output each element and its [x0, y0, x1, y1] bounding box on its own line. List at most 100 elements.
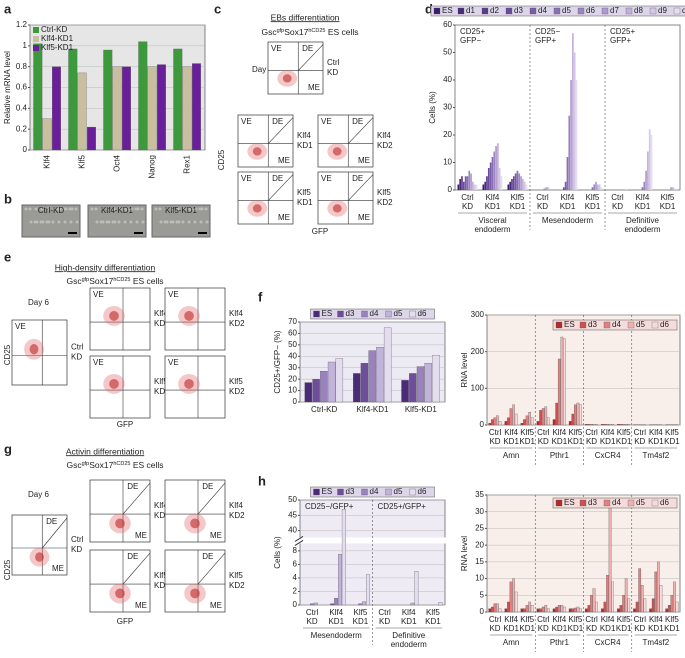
legend-swatch: [337, 310, 344, 318]
bar: [600, 187, 603, 190]
bar: [627, 598, 631, 613]
gate-label: DE: [127, 552, 138, 561]
x-tick-label: Ctrl: [634, 615, 647, 624]
bar: [548, 188, 551, 190]
cell-cloud-core: [184, 378, 194, 389]
gate-label: VE: [168, 290, 179, 299]
gate-line: [122, 482, 151, 515]
x-axis-label: GFP: [312, 227, 328, 236]
bar: [545, 187, 547, 190]
bar: [33, 43, 43, 151]
flow-plot: [164, 355, 226, 419]
bar: [617, 608, 620, 613]
x-tick-label: KD1: [568, 624, 584, 633]
x-tick-label: Rex1: [183, 154, 192, 173]
x-tick-label: KD1: [635, 202, 651, 211]
legend-swatch: [385, 310, 392, 318]
title-part: Sox17: [284, 27, 308, 37]
bar: [192, 63, 201, 151]
bar: [603, 424, 607, 426]
x-tick-label: KD1: [660, 202, 676, 211]
y-tick-label: 50: [443, 48, 452, 57]
x-tick-label: Ctrl: [537, 615, 550, 624]
bar: [647, 151, 649, 190]
sample-label: KD2: [229, 387, 245, 396]
bar: [500, 176, 503, 190]
cell-texture: [28, 207, 32, 211]
legend-swatch: [555, 321, 563, 329]
cell-texture: [170, 207, 174, 211]
superscript: hCD25: [308, 28, 325, 34]
bar: [528, 601, 532, 613]
bar: [576, 402, 580, 426]
x-tick-label: Ctrl: [537, 428, 550, 437]
bar: [622, 424, 625, 426]
panel-letter: d: [425, 1, 433, 16]
x-tick-label: Klf5: [586, 193, 600, 202]
bar: [504, 421, 508, 426]
x-tick-label: Ctrl: [489, 615, 502, 624]
bar: [638, 568, 642, 613]
bar: [570, 80, 572, 190]
gate-label: DE: [202, 482, 213, 491]
gate-label: VE: [93, 358, 104, 367]
bar: [358, 603, 363, 606]
bar: [472, 181, 474, 190]
sample-label: KD1: [297, 141, 313, 150]
y-tick-label: 40: [288, 351, 297, 360]
x-tick-label: Klf5: [426, 608, 440, 617]
cell-texture: [154, 207, 158, 211]
legend-label: d8: [634, 6, 643, 15]
flow-plot: [317, 114, 374, 168]
bar: [488, 608, 492, 613]
bar: [416, 366, 425, 403]
flow-plot: [317, 171, 374, 225]
sample-label: Klf5: [154, 377, 168, 386]
group-label: Pthr1: [550, 451, 570, 460]
cell-texture: [141, 220, 145, 224]
bar: [625, 188, 628, 190]
superscript: hCD25: [113, 277, 130, 283]
title-part: ES cells: [325, 27, 358, 37]
x-axis-label: GFP: [117, 420, 133, 429]
bar: [487, 168, 490, 190]
x-tick-label: Klf5: [665, 615, 679, 624]
y-tick-label: 1: [23, 41, 28, 50]
x-tick-label: Ctrl: [585, 615, 598, 624]
cell-texture: [158, 207, 162, 211]
legend-swatch: [457, 7, 465, 15]
bar: [464, 176, 467, 190]
y-tick-label: 100: [471, 383, 485, 392]
x-tick-label: Klf4: [552, 615, 566, 624]
bar: [667, 605, 671, 613]
x-tick-label: KD: [634, 437, 645, 446]
group-label: Amn: [503, 638, 519, 647]
bar: [401, 380, 409, 403]
cell-cloud-core: [332, 147, 342, 156]
cell-texture: [75, 220, 79, 224]
x-tick-label: Klf4: [636, 193, 650, 202]
x-tick-label: Klf5: [569, 428, 583, 437]
gate-label: DE: [46, 517, 57, 526]
annotation: GFP+: [535, 36, 556, 45]
bar: [366, 574, 370, 606]
y-tick-label: 0: [480, 607, 485, 616]
bar: [491, 606, 494, 613]
flow-plot: [237, 171, 294, 225]
bar: [568, 115, 571, 190]
y-tick-label: 20: [288, 374, 297, 383]
bar: [624, 424, 628, 426]
bar: [103, 49, 113, 151]
cell-texture: [34, 207, 38, 211]
bar: [461, 176, 463, 190]
day-label: Day 6: [252, 65, 273, 74]
bar: [496, 603, 499, 613]
sample-label: Ctrl: [327, 58, 340, 67]
bar: [633, 608, 636, 613]
bar: [484, 181, 486, 190]
x-tick-label: Klf5: [520, 428, 534, 437]
bar: [438, 602, 443, 606]
bar: [509, 581, 513, 613]
legend-swatch: [361, 488, 368, 496]
legend-label: d3: [588, 320, 597, 329]
